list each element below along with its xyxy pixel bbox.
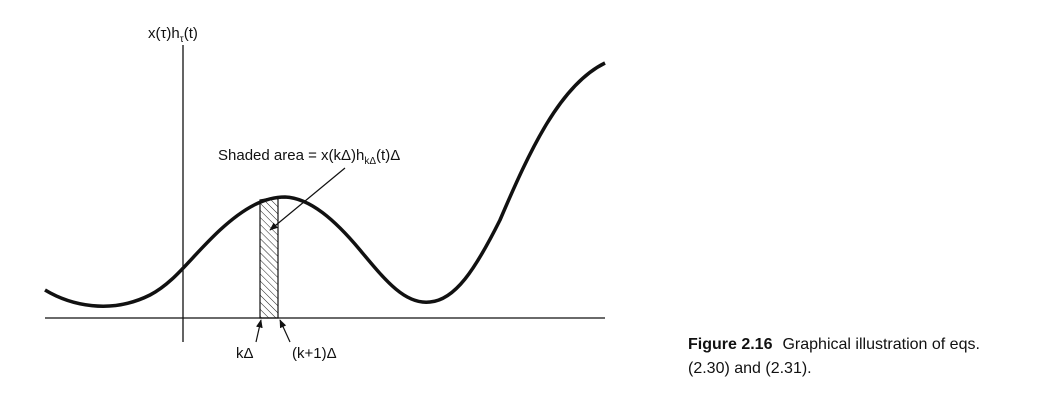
caption-label: Figure 2.16 bbox=[688, 336, 773, 353]
caption-text: Graphical illustration of eqs. (2.30) an… bbox=[688, 336, 980, 377]
annotation: Shaded area = x(kΔ)hkΔ(t)Δ bbox=[218, 147, 400, 167]
tick-label: (k+1)Δ bbox=[292, 345, 337, 362]
annotation-subscript: kΔ bbox=[364, 156, 376, 167]
label-subscript: τ bbox=[180, 34, 184, 45]
y-axis-label: x(τ)hτ(t) bbox=[148, 25, 198, 45]
tick-label: kΔ bbox=[236, 345, 254, 362]
tick-arrow bbox=[255, 319, 263, 343]
label-part: x(τ)h bbox=[148, 25, 180, 42]
caption: Figure 2.16 Graphical illustration of eqs… bbox=[688, 333, 1018, 381]
label-part: (t) bbox=[184, 25, 198, 42]
curve bbox=[44, 61, 606, 308]
tick-arrow bbox=[279, 319, 291, 343]
annotation-arrow bbox=[269, 167, 346, 231]
shaded-area bbox=[259, 196, 279, 319]
annotation-part: Shaded area = x(kΔ)h bbox=[218, 147, 364, 164]
annotation-part: (t)Δ bbox=[376, 147, 400, 164]
